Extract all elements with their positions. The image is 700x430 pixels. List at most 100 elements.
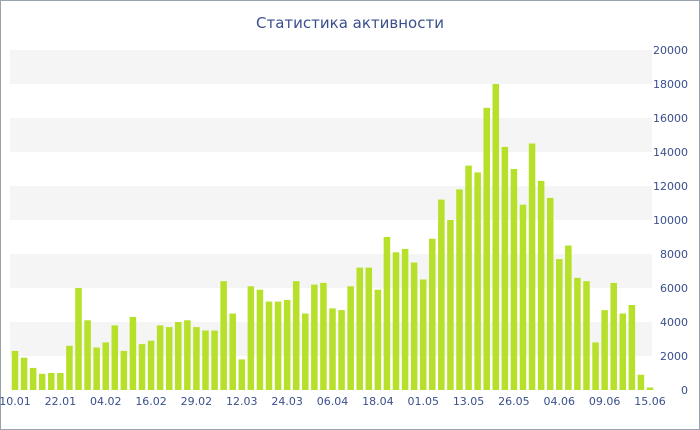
bar xyxy=(20,357,28,390)
y-axis-labels: 0 2000 4000 6000 8000 10000 12000 14000 16000 180… xyxy=(653,44,688,397)
x-tick-label: 10.01 xyxy=(0,395,31,408)
bar xyxy=(57,373,64,390)
bar xyxy=(410,262,418,390)
bar xyxy=(211,330,218,390)
bar xyxy=(646,387,654,390)
chart-title: Статистика активности xyxy=(256,14,444,32)
bars xyxy=(11,84,654,391)
bar xyxy=(392,252,400,390)
y-tick-label: 6000 xyxy=(660,282,688,295)
bar xyxy=(193,327,200,390)
bar xyxy=(329,308,336,390)
bar xyxy=(156,325,164,390)
y-tick-label: 0 xyxy=(681,384,688,397)
y-tick-label: 16000 xyxy=(653,112,688,125)
x-tick-label: 18.04 xyxy=(362,395,394,408)
bar xyxy=(383,237,391,390)
bar xyxy=(11,350,19,390)
bar xyxy=(184,320,191,390)
bar xyxy=(401,248,409,390)
bar xyxy=(438,199,445,390)
y-tick-label: 14000 xyxy=(653,146,688,159)
bar xyxy=(66,345,73,390)
x-tick-label: 15.06 xyxy=(634,395,666,408)
bar xyxy=(501,146,509,390)
x-tick-label: 12.03 xyxy=(226,395,258,408)
grid-bands xyxy=(10,50,652,356)
x-tick-label: 04.06 xyxy=(544,395,576,408)
bar xyxy=(247,286,255,390)
bar xyxy=(419,279,427,390)
bar xyxy=(202,330,209,390)
bar xyxy=(465,165,472,390)
bar xyxy=(38,373,46,390)
bar xyxy=(302,313,309,390)
grid-band xyxy=(10,254,652,288)
bar xyxy=(528,143,536,390)
bar xyxy=(637,374,645,390)
x-tick-label: 01.05 xyxy=(407,395,439,408)
y-tick-label: 12000 xyxy=(653,180,688,193)
bar xyxy=(574,277,581,390)
bar xyxy=(274,301,282,390)
bar xyxy=(102,342,109,390)
bar xyxy=(292,281,300,390)
y-tick-label: 20000 xyxy=(653,44,688,57)
bar xyxy=(84,320,91,390)
bar xyxy=(537,180,545,390)
x-tick-label: 22.01 xyxy=(45,395,77,408)
bar xyxy=(456,189,463,390)
y-tick-label: 8000 xyxy=(660,248,688,261)
grid-band xyxy=(10,186,652,220)
bar xyxy=(75,288,82,390)
bar xyxy=(474,172,481,390)
bar xyxy=(592,342,599,390)
bar xyxy=(429,238,436,390)
y-tick-label: 10000 xyxy=(653,214,688,227)
bar xyxy=(365,267,373,390)
bar xyxy=(238,359,246,390)
bar xyxy=(320,282,327,390)
bar xyxy=(48,373,55,390)
bar xyxy=(619,313,627,390)
x-tick-label: 13.05 xyxy=(453,395,485,408)
bar xyxy=(492,84,500,390)
x-tick-label: 26.05 xyxy=(498,395,530,408)
bar xyxy=(583,281,590,390)
y-tick-label: 2000 xyxy=(660,350,688,363)
bar xyxy=(165,327,173,390)
bar xyxy=(556,259,563,390)
bar xyxy=(147,340,155,390)
bar xyxy=(510,169,518,390)
y-tick-label: 4000 xyxy=(660,316,688,329)
grid-band xyxy=(10,118,652,152)
bar xyxy=(601,310,608,390)
bar xyxy=(93,347,100,390)
bar xyxy=(628,305,636,390)
x-tick-label: 06.04 xyxy=(317,395,349,408)
bar xyxy=(265,301,273,390)
grid-band xyxy=(10,50,652,84)
bar xyxy=(220,281,227,390)
x-tick-label: 09.06 xyxy=(589,395,621,408)
x-axis-labels: 10.01 22.01 04.02 16.02 29.02 12.03 24.03 06.04… xyxy=(0,395,666,408)
bar xyxy=(175,322,182,390)
bar xyxy=(283,299,291,390)
bar xyxy=(519,204,527,390)
bar xyxy=(311,284,318,390)
x-tick-label: 16.02 xyxy=(135,395,167,408)
bar xyxy=(347,286,354,390)
bar xyxy=(229,313,236,390)
bar xyxy=(129,316,137,390)
bar xyxy=(483,107,490,391)
bar xyxy=(610,282,617,390)
bar xyxy=(565,245,572,390)
bar xyxy=(111,325,119,390)
x-tick-label: 04.02 xyxy=(90,395,122,408)
x-tick-label: 24.03 xyxy=(271,395,303,408)
bar xyxy=(120,350,128,390)
x-tick-label: 29.02 xyxy=(181,395,213,408)
bar xyxy=(29,367,37,390)
bar xyxy=(256,289,264,390)
bar xyxy=(546,197,554,390)
